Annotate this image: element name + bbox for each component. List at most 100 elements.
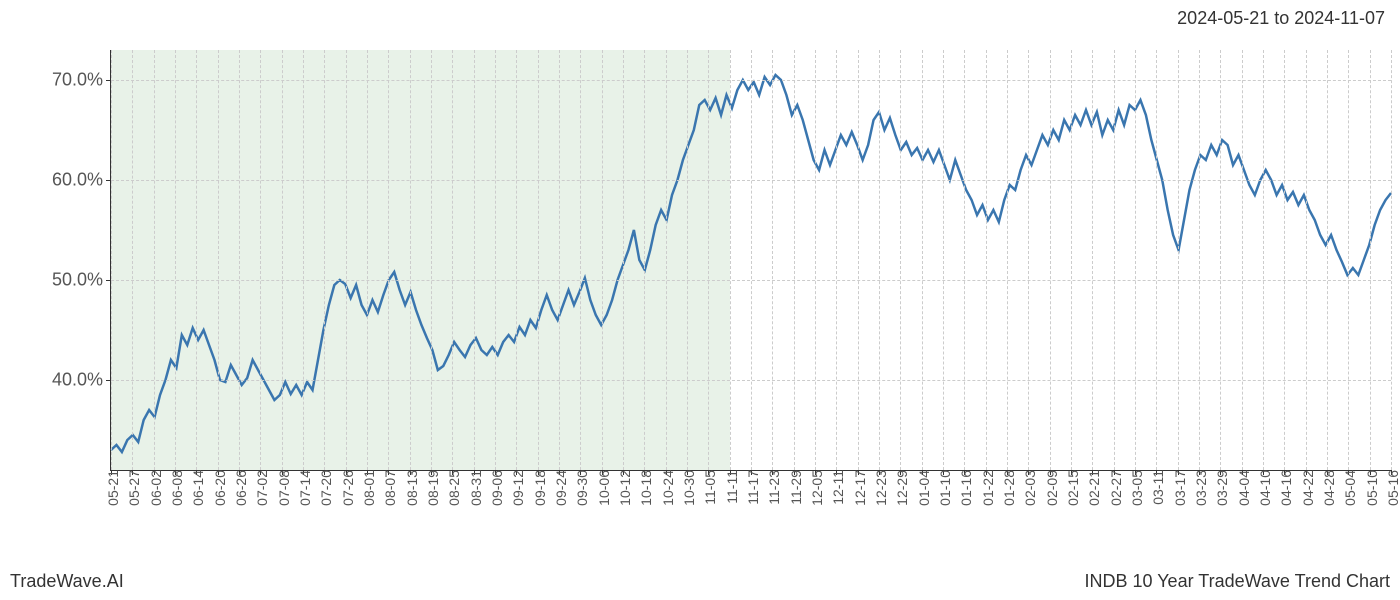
x-gridline [1156,50,1157,470]
x-tick-label: 09-12 [506,470,526,506]
x-gridline [666,50,667,470]
x-gridline [346,50,347,470]
x-tick-label: 12-17 [848,470,868,506]
x-tick-label: 04-22 [1296,470,1316,506]
x-tick-label: 06-08 [165,470,185,506]
x-tick-label: 09-24 [549,470,569,506]
x-gridline [1284,50,1285,470]
x-gridline [559,50,560,470]
x-gridline [239,50,240,470]
x-tick-label: 06-26 [229,470,249,506]
x-tick-label: 08-13 [400,470,420,506]
x-tick-label: 07-20 [314,470,334,506]
x-gridline [324,50,325,470]
x-gridline [132,50,133,470]
x-gridline [516,50,517,470]
x-gridline [858,50,859,470]
x-gridline [708,50,709,470]
y-tick-label: 50.0% [52,270,111,291]
x-tick-label: 08-31 [464,470,484,506]
chart-container: 2024-05-21 to 2024-11-07 40.0%50.0%60.0%… [0,0,1400,600]
x-gridline [900,50,901,470]
x-gridline [367,50,368,470]
x-tick-label: 01-28 [997,470,1017,506]
x-gridline [922,50,923,470]
y-tick-label: 60.0% [52,170,111,191]
x-gridline [964,50,965,470]
x-tick-label: 03-23 [1189,470,1209,506]
x-tick-label: 07-26 [336,470,356,506]
x-tick-label: 04-28 [1317,470,1337,506]
x-tick-label: 10-30 [677,470,697,506]
x-gridline [388,50,389,470]
x-tick-label: 05-21 [101,470,121,506]
x-tick-label: 11-29 [784,470,804,505]
x-tick-label: 12-29 [890,470,910,506]
x-gridline [1391,50,1392,470]
x-gridline [1348,50,1349,470]
x-tick-label: 09-30 [570,470,590,506]
x-gridline [154,50,155,470]
x-gridline [218,50,219,470]
x-gridline [538,50,539,470]
x-tick-label: 01-22 [976,470,996,506]
x-gridline [794,50,795,470]
x-tick-label: 09-06 [485,470,505,506]
x-tick-label: 05-16 [1381,470,1400,506]
x-gridline [943,50,944,470]
x-tick-label: 10-24 [656,470,676,506]
x-gridline [431,50,432,470]
x-gridline [410,50,411,470]
x-tick-label: 10-18 [634,470,654,506]
x-gridline [580,50,581,470]
x-gridline [879,50,880,470]
x-gridline [1135,50,1136,470]
x-gridline [260,50,261,470]
x-gridline [751,50,752,470]
x-tick-label: 11-23 [762,470,782,505]
x-tick-label: 07-14 [293,470,313,506]
x-tick-label: 04-10 [1253,470,1273,506]
x-gridline [1028,50,1029,470]
x-tick-label: 04-16 [1274,470,1294,506]
x-tick-label: 05-10 [1360,470,1380,506]
x-gridline [1178,50,1179,470]
x-gridline [1327,50,1328,470]
x-gridline [644,50,645,470]
x-tick-label: 02-21 [1082,470,1102,506]
y-tick-label: 40.0% [52,370,111,391]
x-gridline [623,50,624,470]
x-gridline [1306,50,1307,470]
x-gridline [1071,50,1072,470]
x-tick-label: 08-01 [357,470,377,506]
x-gridline [1007,50,1008,470]
x-gridline [687,50,688,470]
x-gridline [1370,50,1371,470]
x-gridline [1050,50,1051,470]
x-tick-label: 08-19 [421,470,441,506]
x-gridline [1199,50,1200,470]
x-gridline [1242,50,1243,470]
x-tick-label: 03-17 [1168,470,1188,506]
x-gridline [196,50,197,470]
x-tick-label: 06-02 [144,470,164,506]
x-gridline [474,50,475,470]
x-gridline [495,50,496,470]
x-tick-label: 07-02 [250,470,270,506]
x-tick-label: 12-11 [826,470,846,505]
x-gridline [111,50,112,470]
x-tick-label: 10-06 [592,470,612,506]
x-tick-label: 11-17 [741,470,761,505]
footer-brand: TradeWave.AI [10,571,124,592]
x-tick-label: 02-03 [1018,470,1038,506]
x-gridline [1092,50,1093,470]
x-tick-label: 08-07 [378,470,398,506]
x-tick-label: 02-09 [1040,470,1060,506]
x-gridline [772,50,773,470]
x-gridline [986,50,987,470]
x-tick-label: 07-08 [272,470,292,506]
x-tick-label: 04-04 [1232,470,1252,506]
x-gridline [1263,50,1264,470]
x-gridline [452,50,453,470]
x-tick-label: 10-12 [613,470,633,506]
